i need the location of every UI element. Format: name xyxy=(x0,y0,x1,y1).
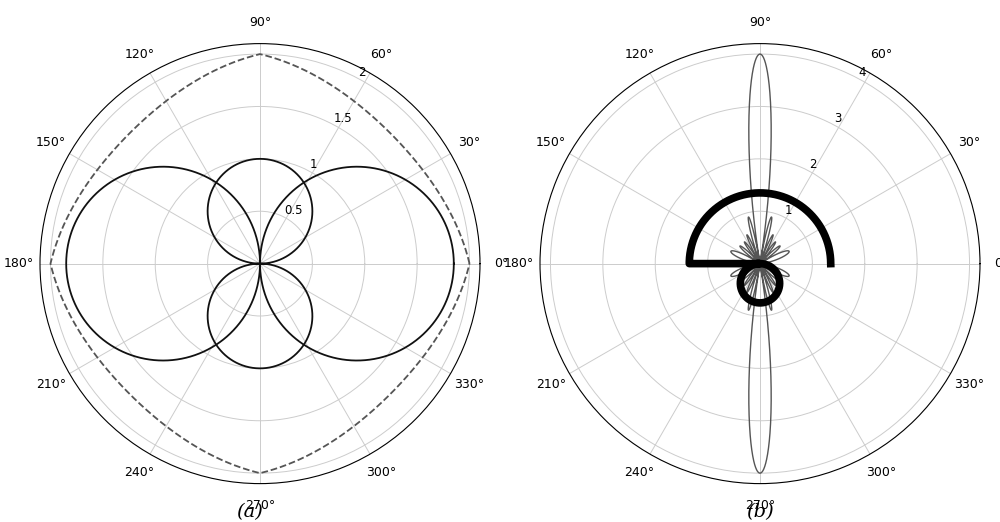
Text: (b): (b) xyxy=(746,503,774,521)
Text: (a): (a) xyxy=(237,503,263,521)
